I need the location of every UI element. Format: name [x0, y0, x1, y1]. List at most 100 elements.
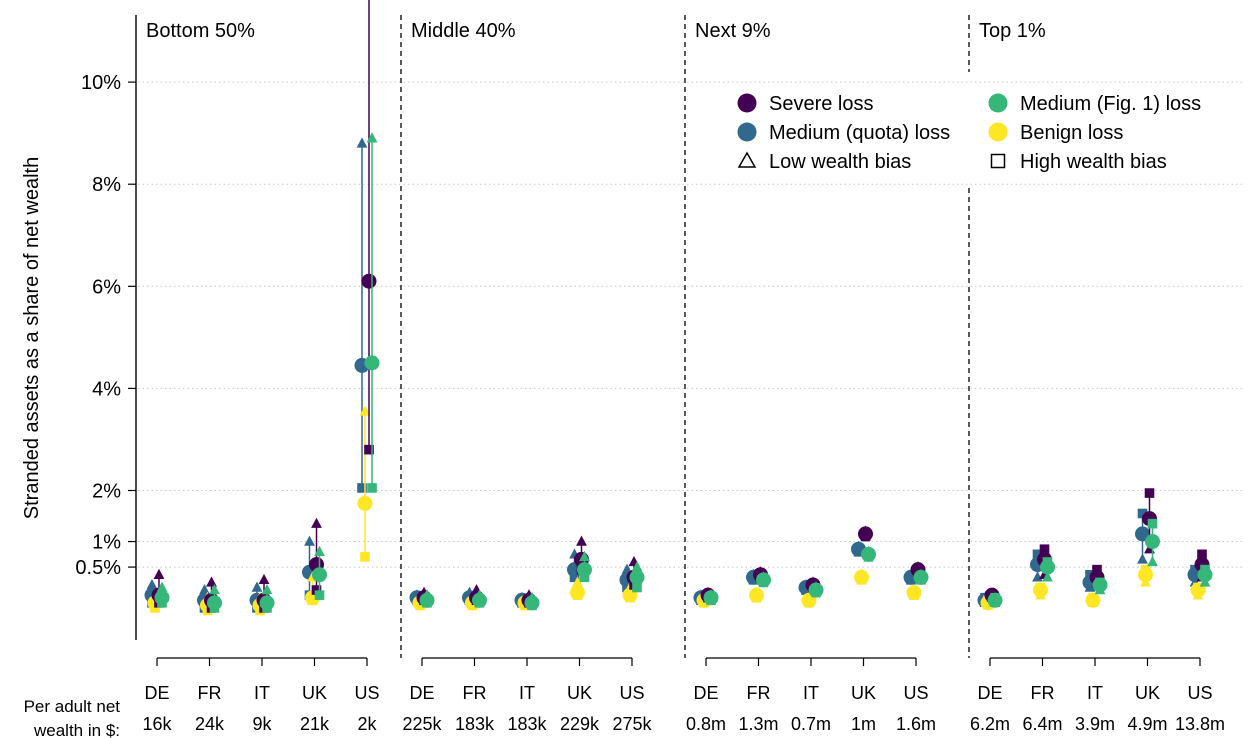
x-tick-label: US — [619, 683, 644, 703]
panel-title: Top 1% — [979, 20, 1046, 42]
wealth-label: 225k — [402, 714, 442, 734]
high-bias-marker-medium_fig1 — [1147, 518, 1158, 529]
low-bias-marker-severe — [258, 573, 270, 585]
central-marker-medium_fig1 — [1040, 559, 1055, 575]
wealth-label: 1.6m — [896, 714, 936, 734]
wealth-label: 6.2m — [970, 714, 1010, 734]
central-marker-medium_fig1 — [629, 569, 645, 585]
x-tick-label: US — [354, 683, 379, 703]
x-tick-label: FR — [1031, 683, 1055, 703]
y-tick-label: 4% — [92, 378, 121, 400]
central-marker-medium_fig1 — [1197, 567, 1213, 583]
low-bias-marker-severe — [311, 517, 322, 528]
axes — [128, 15, 1201, 666]
high-bias-marker-medium_quota — [1137, 508, 1148, 519]
high-bias-marker-severe — [311, 585, 322, 595]
legend-swatch-high-bias — [990, 153, 1006, 169]
high-bias-marker-severe — [1197, 549, 1207, 560]
wealth-label: 4.9m — [1127, 714, 1167, 734]
legend-swatch-medium_quota — [737, 122, 757, 142]
wealth-label: 13.8m — [1175, 714, 1225, 734]
high-bias-marker-medium_quota — [569, 572, 580, 583]
x-tick-label: FR — [198, 683, 222, 703]
central-marker-medium_fig1 — [1145, 534, 1160, 550]
legend-swatch-medium_fig1 — [988, 93, 1008, 113]
central-marker-severe — [361, 273, 377, 289]
wealth-label: 1.3m — [738, 714, 778, 734]
legend-label-low: Low wealth bias — [769, 151, 911, 173]
panel-title: Bottom 50% — [146, 20, 255, 42]
central-marker-benign — [570, 585, 585, 601]
data-marks — [144, 0, 1213, 616]
wealth-label: 0.7m — [791, 714, 831, 734]
low-bias-marker-medium_fig1 — [156, 581, 168, 592]
central-marker-medium_fig1 — [154, 590, 170, 606]
legend-swatch-benign — [988, 122, 1008, 142]
low-bias-marker-medium_quota — [146, 578, 158, 590]
y-tick-label: 0.5% — [75, 557, 121, 579]
high-bias-marker-medium_fig1 — [314, 590, 325, 600]
x-tick-label: DE — [693, 683, 718, 703]
legend-swatch-low-bias — [737, 151, 757, 168]
x-tick-label: IT — [1087, 683, 1103, 703]
central-marker-medium_fig1 — [756, 572, 771, 588]
central-marker-medium_fig1 — [1092, 577, 1108, 593]
y-tick-label: 8% — [92, 174, 121, 196]
wealth-label: 21k — [300, 714, 330, 734]
legend-label-medium_quota: Medium (quota) loss — [769, 122, 950, 144]
legend-label-high: High wealth bias — [1020, 151, 1167, 173]
central-marker-medium_fig1 — [364, 355, 380, 371]
x-tick-label: UK — [302, 683, 327, 703]
x-tick-label: FR — [463, 683, 487, 703]
central-marker-benign — [906, 585, 922, 601]
wealth-label: 16k — [142, 714, 172, 734]
x-tick-label: DE — [144, 683, 169, 703]
central-marker-benign — [1085, 592, 1101, 608]
central-marker-medium_fig1 — [577, 562, 592, 578]
low-bias-marker-medium_fig1 — [579, 550, 590, 562]
legend-swatch-severe — [737, 93, 757, 113]
low-bias-marker-severe — [206, 576, 217, 587]
low-bias-marker-benign — [572, 576, 583, 587]
y-tick-label: 2% — [92, 481, 121, 503]
wealth-label: 229k — [560, 714, 600, 734]
legend-label-severe: Severe loss — [769, 93, 874, 115]
central-marker-benign — [357, 495, 373, 511]
low-bias-marker-medium_quota — [356, 137, 368, 148]
high-bias-marker-severe — [1092, 564, 1102, 575]
x-tick-label: DE — [977, 683, 1002, 703]
low-bias-marker-medium_fig1 — [366, 132, 378, 143]
high-bias-marker-medium_fig1 — [579, 572, 590, 583]
wealth-label: 3.9m — [1075, 714, 1115, 734]
labels: 0.5% 1% 2% 4% 6% 8% 10% Stranded assets as a sh… — [21, 20, 1225, 738]
low-bias-marker-medium_fig1 — [209, 584, 220, 595]
high-bias-marker-severe — [1039, 544, 1050, 555]
low-bias-marker-benign — [359, 405, 371, 416]
central-marker-medium_fig1 — [808, 582, 824, 598]
central-marker-medium_fig1 — [913, 569, 929, 585]
legend: Severe loss Medium (Fig. 1) loss Medium (q… — [737, 93, 1201, 173]
central-marker-medium_fig1 — [259, 595, 275, 611]
y-tick-label: 1% — [92, 532, 121, 554]
wealth-label: 275k — [612, 714, 652, 734]
high-bias-marker-medium_fig1 — [632, 582, 642, 593]
central-marker-medium_fig1 — [312, 567, 327, 583]
wealth-label: 9k — [252, 714, 272, 734]
panel-title: Middle 40% — [411, 20, 516, 42]
high-bias-marker-medium_fig1 — [367, 483, 377, 493]
x-tick-label: FR — [747, 683, 771, 703]
low-bias-marker-medium_fig1 — [314, 545, 325, 556]
wealth-label: 24k — [195, 714, 225, 734]
low-bias-marker-medium_fig1 — [261, 584, 273, 595]
low-bias-marker-severe — [153, 568, 165, 579]
y-axis-title: Stranded assets as a share of net wealth — [21, 157, 43, 519]
x-tick-label: UK — [851, 683, 876, 703]
wealth-label: 1m — [851, 714, 876, 734]
central-marker-benign — [749, 587, 764, 603]
central-marker-medium_fig1 — [703, 590, 719, 606]
wealth-row-label-line1: Per adult net — [24, 697, 121, 716]
wealth-label: 183k — [507, 714, 547, 734]
x-tick-label: US — [1187, 683, 1212, 703]
panel-title: Next 9% — [695, 20, 771, 42]
high-bias-marker-medium_quota — [1032, 549, 1043, 560]
